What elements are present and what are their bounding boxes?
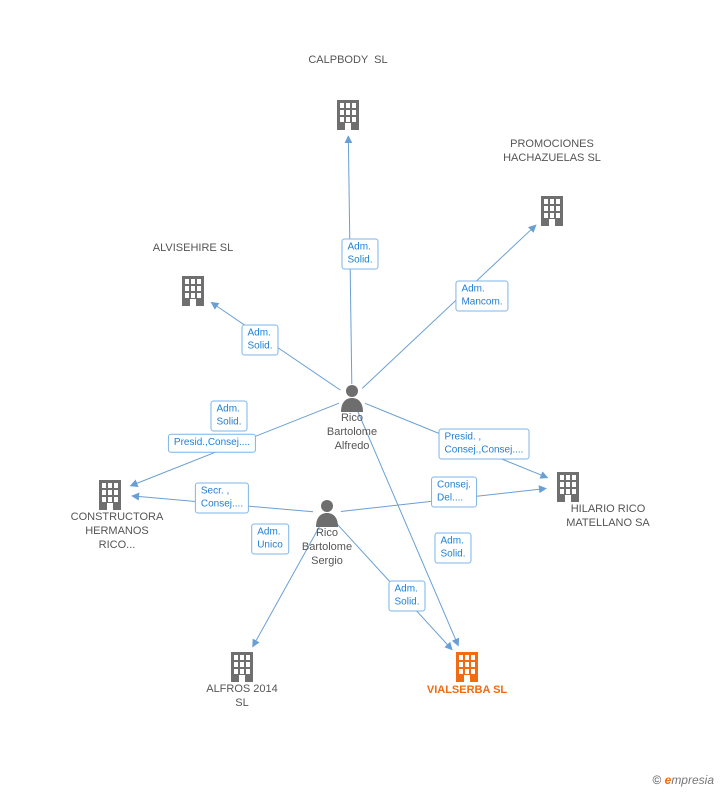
building-icon xyxy=(456,652,478,682)
edge-label: Secr. , Consej.... xyxy=(195,483,249,514)
building-icon xyxy=(541,196,563,226)
edge-label: Adm. Unico xyxy=(251,524,289,555)
building-icon xyxy=(337,100,359,130)
node-label: ALVISEHIRE SL xyxy=(153,242,234,256)
node-label: VIALSERBA SL xyxy=(427,684,507,698)
edge xyxy=(362,225,536,388)
node-label: CALPBODY SL xyxy=(308,54,387,68)
copyright-symbol: © xyxy=(652,773,661,787)
building-icon xyxy=(182,276,204,306)
brand-rest: mpresia xyxy=(671,773,714,787)
building-icon xyxy=(99,480,121,510)
network-svg xyxy=(0,0,728,795)
edge-label: Presid. , Consej.,Consej.... xyxy=(439,429,530,460)
node-label: PROMOCIONES HACHAZUELAS SL xyxy=(503,138,601,166)
edge-label: Adm. Mancom. xyxy=(455,281,508,312)
edge-label: Adm. Solid. xyxy=(241,325,278,356)
edge-label: Consej. Del.... xyxy=(431,477,477,508)
edge-label: Adm. Solid. xyxy=(388,581,425,612)
edge-label: Adm. Solid. xyxy=(210,401,247,432)
person-icon xyxy=(316,500,338,527)
node-label: HILARIO RICO MATELLANO SA xyxy=(566,503,650,531)
edge-label: Presid.,Consej.... xyxy=(168,434,256,453)
node-label: Rico Bartolome Sergio xyxy=(302,527,352,568)
node-label: ALFROS 2014 SL xyxy=(206,683,278,711)
footer-copyright: © empresia xyxy=(652,773,714,787)
building-icon xyxy=(231,652,253,682)
building-icon xyxy=(557,472,579,502)
person-icon xyxy=(341,385,363,412)
node-label: Rico Bartolome Alfredo xyxy=(327,412,377,453)
edge-label: Adm. Solid. xyxy=(434,533,471,564)
node-label: CONSTRUCTORA HERMANOS RICO... xyxy=(71,511,164,552)
edge-label: Adm. Solid. xyxy=(341,239,378,270)
